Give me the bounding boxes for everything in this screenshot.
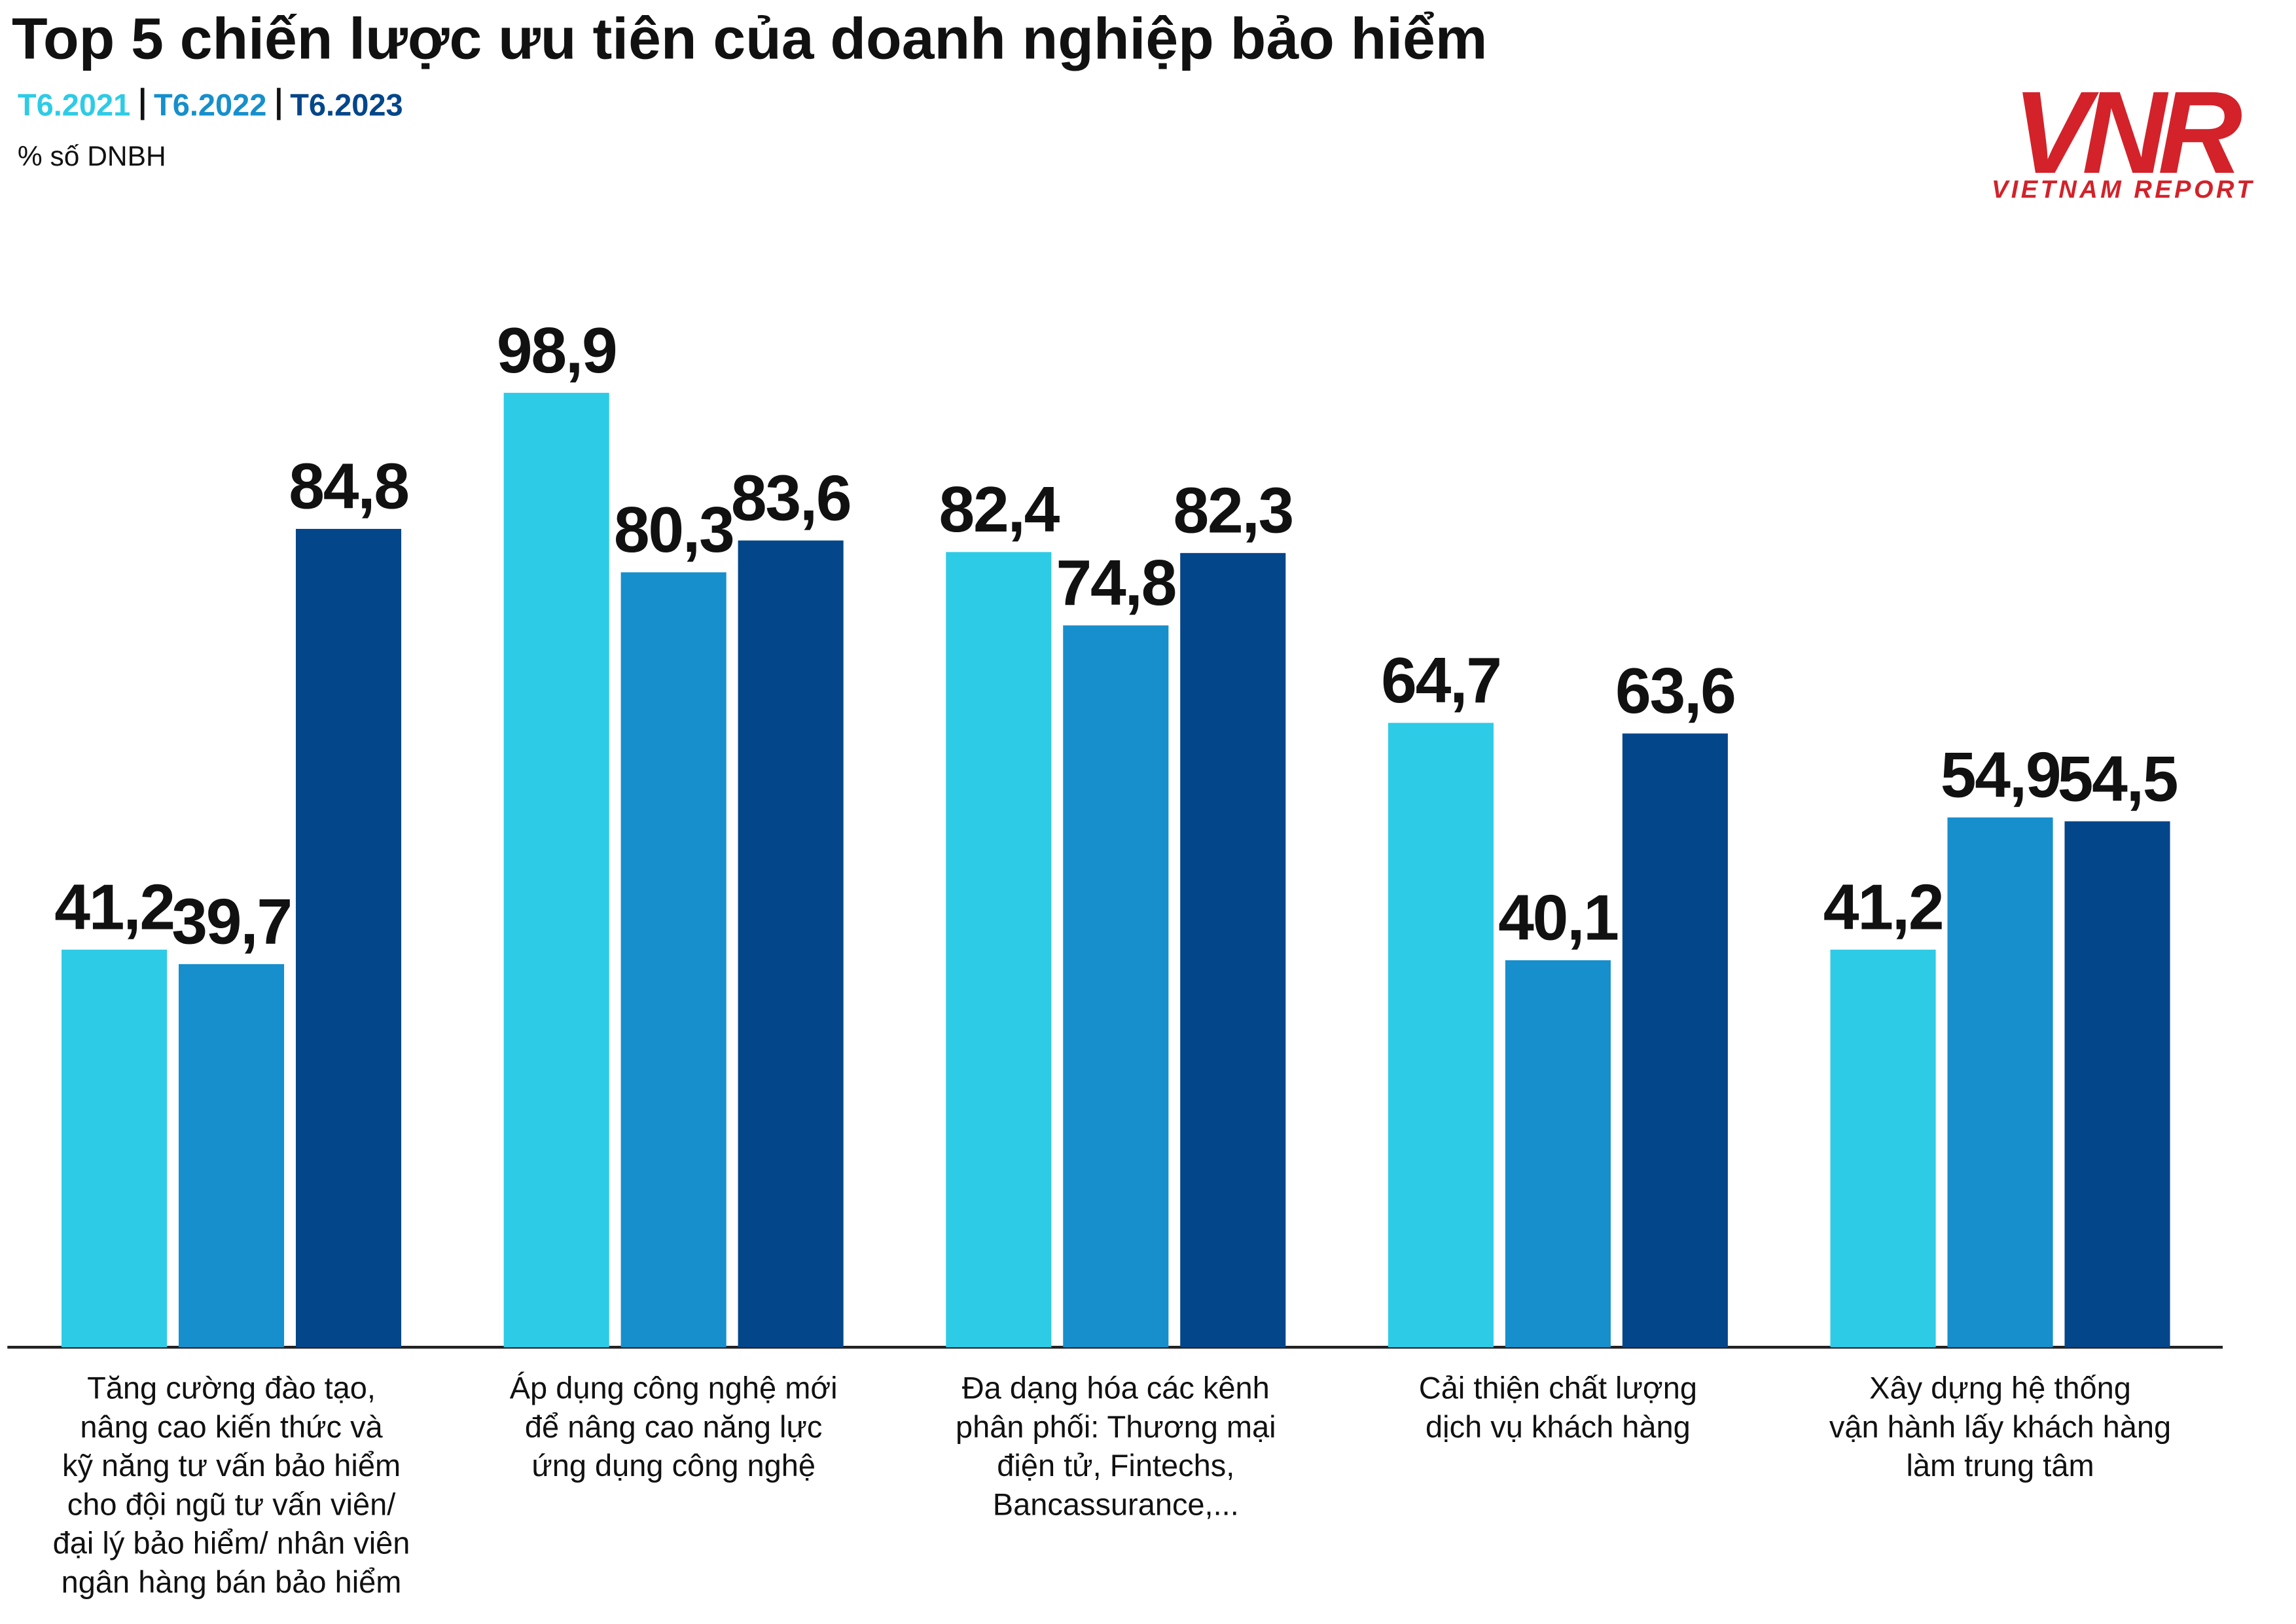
value-label: 64,7 — [1381, 644, 1501, 716]
category-label: ngân hàng bán bảo hiểm — [62, 1564, 402, 1599]
logo-mark: VNR — [2013, 67, 2242, 198]
category-label: kỹ năng tư vấn bảo hiểm — [62, 1448, 401, 1483]
chart-subtitle: % số DNBH — [18, 141, 166, 172]
bar — [1180, 552, 1286, 1348]
bar — [2064, 821, 2170, 1348]
bar — [1947, 817, 2053, 1348]
legend-separator — [277, 88, 281, 120]
value-label: 54,9 — [1941, 738, 2060, 810]
bar — [620, 572, 726, 1348]
category-label: Tăng cường đào tạo, — [87, 1370, 376, 1405]
category-label: ứng dụng công nghệ — [531, 1448, 816, 1483]
legend: T6.2021 T6.2022 T6.2023 — [18, 88, 403, 122]
legend-label: T6.2022 — [154, 88, 266, 122]
value-label: 74,8 — [1056, 547, 1175, 619]
legend-separator — [140, 88, 145, 120]
logo: VNR VIETNAM REPORT — [1992, 67, 2255, 204]
value-label: 82,4 — [939, 473, 1060, 545]
bar — [946, 552, 1052, 1348]
bar — [295, 528, 402, 1348]
bar — [1622, 733, 1728, 1348]
legend-label: T6.2021 — [18, 88, 130, 122]
category-label: Đa dạng hóa các kênh — [962, 1370, 1270, 1405]
category-label: Áp dụng công nghệ mới — [510, 1370, 838, 1405]
category-label: làm trung tâm — [1906, 1448, 2094, 1483]
category-label: dịch vụ khách hàng — [1426, 1409, 1691, 1444]
legend-label: T6.2023 — [290, 88, 403, 122]
value-label: 63,6 — [1615, 655, 1735, 727]
category-label: vận hành lấy khách hàng — [1829, 1409, 2171, 1444]
category-label: cho đội ngũ tư vấn viên/ — [67, 1487, 396, 1521]
bar — [503, 393, 609, 1348]
value-label: 41,2 — [54, 871, 174, 943]
chart-title: Top 5 chiến lược ưu tiên của doanh nghiệ… — [12, 5, 1487, 71]
category-label: đại lý bảo hiểm/ nhân viên — [53, 1526, 410, 1561]
value-label: 39,7 — [171, 886, 291, 958]
category-label: Xây dựng hệ thống — [1869, 1370, 2131, 1405]
value-label: 98,9 — [497, 314, 617, 386]
category-label: Cải thiện chất lượng — [1419, 1370, 1697, 1405]
category-label: nâng cao kiến thức và — [80, 1409, 383, 1444]
value-label: 80,3 — [614, 494, 734, 566]
logo-text: VIETNAM REPORT — [1992, 176, 2255, 204]
category-label: điện tử, Fintechs, — [997, 1448, 1234, 1483]
bar — [1063, 625, 1169, 1348]
value-label: 84,8 — [289, 450, 408, 522]
bar — [62, 949, 168, 1348]
value-label: 54,5 — [2058, 742, 2178, 814]
category-label: phân phối: Thương mại — [956, 1409, 1276, 1444]
category-label: Bancassurance,... — [993, 1487, 1239, 1521]
bar — [1505, 960, 1611, 1348]
bar — [738, 540, 844, 1348]
bar — [179, 964, 285, 1348]
value-label: 82,3 — [1173, 475, 1293, 547]
bar — [1388, 723, 1494, 1348]
category-label: để nâng cao năng lực — [525, 1409, 823, 1444]
value-label: 83,6 — [731, 461, 851, 533]
bar — [1830, 949, 1936, 1348]
value-label: 40,1 — [1498, 882, 1618, 954]
value-label: 41,2 — [1823, 871, 1943, 943]
